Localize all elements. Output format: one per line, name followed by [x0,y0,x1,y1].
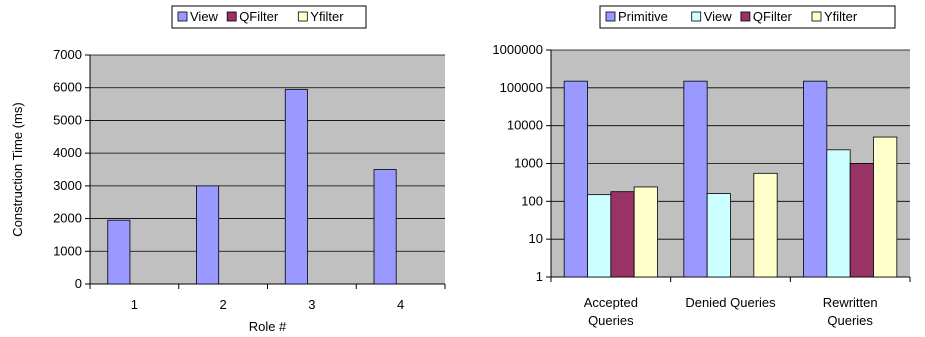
chart2-bar-yfilter-0 [633,186,658,278]
chart1-bar-view-2 [196,185,220,285]
chart2-legend-label-yfilter: Yfilter [824,9,858,24]
chart1-bar-view-3 [284,88,308,285]
chart1-bar-view-4 [373,169,397,285]
chart2-legend-swatch-qfilter [740,11,751,22]
chart2-y-tick-label: 10000 [507,118,543,133]
chart1-x-tick-label: 3 [308,297,315,312]
chart1-legend-label-qfilter: QFilter [239,9,279,24]
chart2-x-tick-label: Queries [827,313,873,328]
chart1-legend-swatch-qfilter [226,11,237,22]
chart2-x-tick-label: Queries [588,313,634,328]
chart1-x-tick-label: 2 [220,297,227,312]
chart2-legend-swatch-view [691,11,702,22]
chart2-legend-swatch-primitive [605,11,616,22]
chart2-x-tick-label: Denied Queries [685,295,776,310]
chart2-y-tick-label: 1000 [514,156,543,171]
chart1-legend-label-view: View [190,9,219,24]
chart1-y-tick-label: 4000 [53,145,82,160]
chart1-x-tick-label: 1 [131,297,138,312]
chart1-legend-label-yfilter: Yfilter [310,9,344,24]
chart1-x-tick-label: 4 [397,297,404,312]
chart2-bar-qfilter-2 [849,163,874,278]
chart2-legend-swatch-yfilter [811,11,822,22]
chart1-y-tick-label: 5000 [53,112,82,127]
chart2-legend-label-primitive: Primitive [618,9,668,24]
chart2-x-tick-label: Accepted [584,295,638,310]
chart2-bar-view-2 [826,149,851,278]
chart1-y-tick-label: 1000 [53,243,82,258]
chart2-y-tick-label: 1000000 [492,42,543,57]
chart1-y-tick-label: 3000 [53,178,82,193]
chart2-legend-label-qfilter: QFilter [753,9,793,24]
chart2-bar-primitive-1 [683,80,708,278]
chart2-bar-view-0 [587,194,612,278]
chart2-bar-yfilter-2 [873,136,898,278]
chart2-y-tick-label: 100 [521,193,543,208]
chart2-x-tick-label: Rewritten [823,295,878,310]
chart1-y-tick-label: 0 [75,276,82,291]
chart1-x-axis-title: Role # [249,319,287,334]
chart2-y-tick-label: 1 [536,269,543,284]
chart1-y-tick-label: 2000 [53,211,82,226]
chart1-legend-box [171,5,367,29]
chart1-legend-swatch-yfilter [297,11,308,22]
chart2-bar-view-1 [706,193,731,278]
chart2-bar-primitive-0 [563,80,588,278]
chart2-bar-qfilter-0 [610,191,635,278]
chart2-bar-yfilter-1 [753,172,778,278]
chart2-y-tick-label: 10 [529,231,543,246]
chart1-y-axis-title: Construction Time (ms) [10,102,25,236]
chart2-legend-label-view: View [704,9,733,24]
chart2-bar-primitive-2 [803,80,828,278]
chart1-legend-swatch-view [177,11,188,22]
chart1-bar-view-1 [107,219,131,285]
chart1-y-tick-label: 7000 [53,47,82,62]
chart1-y-tick-label: 6000 [53,80,82,95]
chart2-y-tick-label: 100000 [500,80,543,95]
